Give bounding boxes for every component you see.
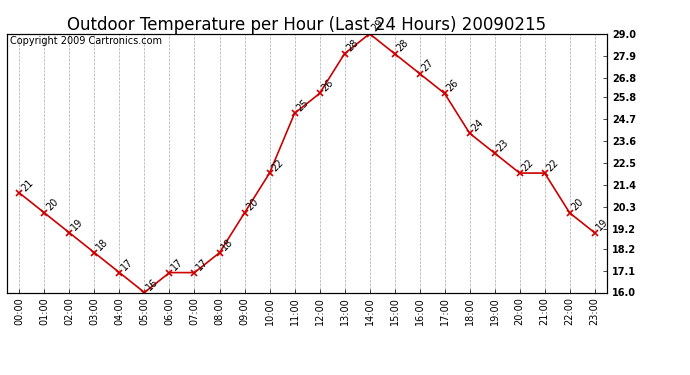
Text: 26: 26 [444, 78, 460, 93]
Text: 22: 22 [544, 157, 560, 173]
Text: 26: 26 [319, 78, 335, 93]
Text: 25: 25 [295, 98, 310, 113]
Text: 16: 16 [144, 277, 160, 292]
Text: 17: 17 [119, 257, 135, 273]
Text: 20: 20 [44, 197, 60, 213]
Text: 29: 29 [370, 18, 386, 34]
Text: 20: 20 [570, 197, 586, 213]
Text: 18: 18 [95, 237, 110, 253]
Title: Outdoor Temperature per Hour (Last 24 Hours) 20090215: Outdoor Temperature per Hour (Last 24 Ho… [68, 16, 546, 34]
Text: 22: 22 [270, 157, 286, 173]
Text: 21: 21 [19, 177, 35, 193]
Text: 22: 22 [520, 157, 535, 173]
Text: 23: 23 [495, 137, 511, 153]
Text: 20: 20 [244, 197, 260, 213]
Text: Copyright 2009 Cartronics.com: Copyright 2009 Cartronics.com [10, 36, 162, 46]
Text: 17: 17 [195, 257, 210, 273]
Text: 24: 24 [470, 117, 486, 133]
Text: 28: 28 [395, 38, 411, 54]
Text: 19: 19 [70, 217, 85, 233]
Text: 28: 28 [344, 38, 360, 54]
Text: 17: 17 [170, 257, 186, 273]
Text: 27: 27 [420, 58, 435, 74]
Text: 18: 18 [219, 237, 235, 253]
Text: 19: 19 [595, 217, 611, 233]
